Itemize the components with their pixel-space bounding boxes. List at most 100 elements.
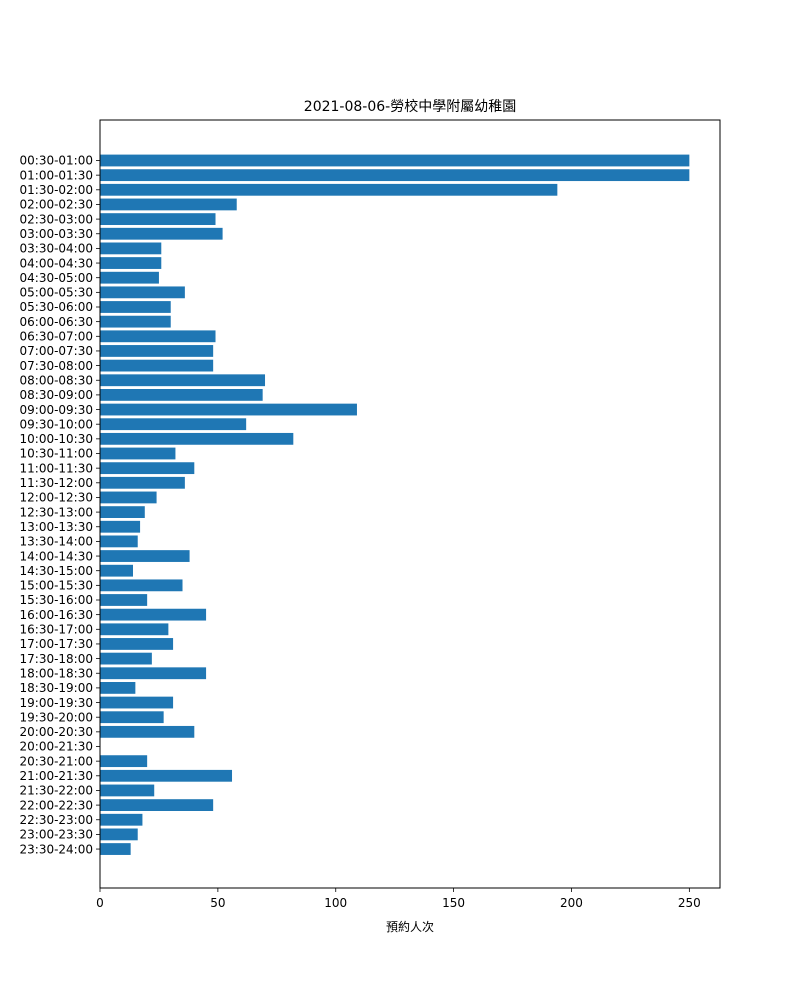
y-tick-label: 20:30-21:00 [20,754,94,768]
bar [100,301,171,313]
bar [100,813,143,826]
x-tick-label: 0 [96,896,104,910]
y-tick-label: 09:30-10:00 [20,417,94,431]
plot-area [100,120,720,888]
y-tick-label: 04:30-05:00 [20,271,94,285]
x-tick-label: 100 [324,896,347,910]
bar [100,799,214,811]
bar [100,594,148,606]
bar [100,828,138,841]
plot-frame [99,119,721,889]
bar [100,638,174,650]
bar [100,535,138,548]
bar [100,462,195,475]
bar [100,550,190,562]
bar [100,769,233,782]
bar [100,227,223,240]
bar [100,389,263,401]
bar [100,696,174,709]
bar [100,418,247,431]
y-tick-label: 00:30-01:00 [20,154,94,168]
bar [100,476,185,489]
y-tick-label: 06:00-06:30 [20,315,94,329]
bar [100,257,162,269]
bar [100,213,216,225]
y-tick-label: 14:30-15:00 [20,564,94,578]
y-tick-label: 12:30-13:00 [20,505,94,519]
y-tick-label: 17:30-18:00 [20,652,94,666]
y-tick-label: 16:00-16:30 [20,608,94,622]
y-tick-label: 13:00-13:30 [20,520,94,534]
y-tick-label: 20:00-20:30 [20,725,94,739]
bar [100,447,176,460]
y-tick-label: 01:00-01:30 [20,168,94,182]
bar [100,711,164,724]
bar [100,403,357,416]
y-tick-label: 14:00-14:30 [20,549,94,563]
bar [100,374,266,387]
y-tick-label: 05:00-05:30 [20,286,94,300]
y-tick-label: 18:00-18:30 [20,666,94,680]
x-tick-label: 50 [210,896,225,910]
bar [100,198,237,211]
y-tick-label: 07:00-07:30 [20,344,94,358]
bar [100,432,294,445]
bar [100,271,159,284]
y-tick-label: 10:30-11:00 [20,447,94,461]
y-tick-label: 09:00-09:30 [20,403,94,417]
x-tick-label: 200 [560,896,583,910]
y-tick-label: 13:30-14:00 [20,535,94,549]
x-tick-label: 250 [678,896,701,910]
bar [100,183,558,196]
bars-group [100,154,690,855]
y-tick-label: 03:30-04:00 [20,242,94,256]
y-tick-label: 21:30-22:00 [20,784,94,798]
bar [100,564,133,577]
bar [100,784,155,797]
bar [100,579,183,592]
y-tick-label: 19:00-19:30 [20,696,94,710]
bar [100,330,216,343]
bar [100,520,141,533]
y-tick-label: 20:00-21:30 [20,740,94,754]
y-tick-label: 23:30-24:00 [20,842,94,856]
y-tick-label: 08:00-08:30 [20,373,94,387]
y-tick-label: 02:30-03:00 [20,212,94,226]
bar [100,315,171,328]
bar [100,169,690,182]
x-axis-ticks: 0 50 100 150 200 250 [96,888,701,910]
y-tick-label: 02:00-02:30 [20,198,94,212]
y-tick-label: 12:00-12:30 [20,491,94,505]
y-tick-label: 11:00-11:30 [20,461,94,475]
bar [100,359,214,372]
bar [100,242,162,255]
y-tick-label: 10:00-10:30 [20,432,94,446]
x-axis-label: 預約人次 [386,919,434,934]
y-tick-label: 23:00-23:30 [20,828,94,842]
bar [100,682,136,694]
bar [100,506,145,518]
y-tick-label: 19:30-20:00 [20,710,94,724]
bar [100,286,185,299]
bar [100,667,207,680]
y-tick-label: 06:30-07:00 [20,330,94,344]
y-tick-label: 21:00-21:30 [20,769,94,783]
bar [100,608,207,621]
bar [100,843,131,855]
y-tick-label: 16:30-17:00 [20,623,94,637]
y-tick-label: 18:30-19:00 [20,681,94,695]
y-tick-label: 07:30-08:00 [20,359,94,373]
y-tick-label: 03:00-03:30 [20,227,94,241]
bar [100,491,157,504]
y-axis-ticks: 00:30-01:0001:00-01:3001:30-02:0002:00-0… [20,154,100,856]
bar [100,652,152,665]
y-tick-label: 22:30-23:00 [20,813,94,827]
y-tick-label: 01:30-02:00 [20,183,94,197]
y-tick-label: 22:00-22:30 [20,798,94,812]
y-tick-label: 15:30-16:00 [20,593,94,607]
x-tick-label: 150 [442,896,465,910]
bar [100,345,214,357]
chart-title: 2021-08-06-勞校中學附屬幼稚園 [304,98,516,115]
bar [100,154,690,167]
